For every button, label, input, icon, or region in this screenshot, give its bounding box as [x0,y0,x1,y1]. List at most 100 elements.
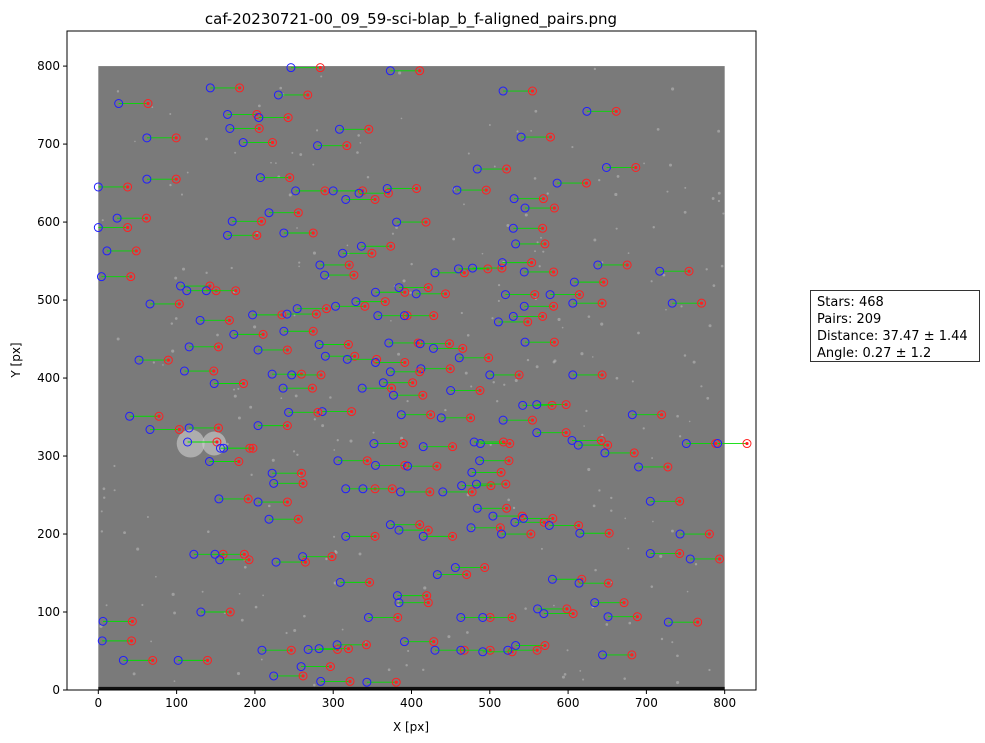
source-star-marker [195,315,205,325]
target-star-dot [418,69,422,73]
target-star-dot [352,273,356,277]
noise-speck [230,266,233,270]
noise-speck [237,387,240,390]
source-star-marker [253,497,263,507]
noise-speck [312,163,315,166]
target-star-marker [486,481,496,491]
target-star-dot [241,381,246,386]
source-star-marker [292,304,302,314]
target-star-marker [495,523,505,533]
target-star-dot [478,388,482,393]
source-star-marker [392,591,402,601]
noise-speck [291,151,294,154]
noise-speck [292,450,296,453]
source-star-marker [600,448,610,458]
chart-title: caf-20230721-00_09_59-sci-blap_b_f-align… [205,10,617,29]
target-star-marker [538,223,548,233]
target-star-marker [171,174,181,184]
target-star-dot [367,580,372,584]
x-tick-label: 0 [94,696,102,710]
source-star-marker [384,338,394,348]
noise-speck [298,265,300,268]
source-star-marker [102,246,112,256]
source-star-marker [430,645,440,655]
noise-speck [333,449,336,451]
target-star-marker [715,554,725,564]
target-star-marker [347,407,357,417]
noise-speck [296,227,298,229]
target-star-dot [530,418,535,422]
source-star-marker [471,479,481,489]
target-star-marker [684,266,694,276]
noise-speck [652,226,655,229]
target-star-dot [699,301,704,305]
source-star-marker [179,366,189,376]
target-star-dot [126,225,130,230]
target-star-dot [314,312,318,316]
source-star-marker [573,440,583,450]
target-star-dot [530,89,535,93]
target-star-marker [527,258,537,268]
source-star-marker [356,241,366,251]
target-star-dot [607,531,611,535]
noise-speck [249,405,253,409]
noise-speck [372,431,375,434]
source-star-marker [645,496,655,506]
target-star-dot [303,560,307,564]
target-star-marker [504,456,514,466]
noise-speck [587,467,591,472]
y-tick-label: 300 [37,449,60,463]
target-star-marker [298,478,308,488]
noise-speck [722,212,725,215]
source-star-marker [466,523,476,533]
noise-speck [492,381,495,384]
target-star-dot [424,220,428,224]
target-star-marker [611,106,621,116]
target-star-dot [714,441,718,446]
y-tick-label: 700 [37,137,60,151]
noise-speck [285,631,288,635]
target-star-dot [580,577,584,581]
noise-speck [116,90,120,93]
target-star-dot [389,386,394,390]
target-star-dot [696,620,700,624]
target-star-marker [561,400,571,410]
source-star-marker [713,439,723,449]
noise-speck [294,394,298,398]
noise-speck [341,628,344,631]
noise-speck [678,435,682,438]
source-star-marker [475,439,485,449]
noise-speck [631,380,634,383]
pairs-layer [93,63,752,687]
source-star-marker [497,529,507,539]
y-tick-label: 400 [37,371,60,385]
source-star-marker [432,570,442,580]
noise-speck [398,71,402,75]
target-star-dot [310,386,315,390]
target-star-dot [435,464,439,468]
target-star-dot [530,261,534,265]
target-star-marker [538,311,548,321]
noise-speck [643,162,645,165]
target-star-marker [603,578,613,588]
noise-speck [409,291,412,295]
target-star-dot [166,358,170,362]
source-star-marker [503,645,513,655]
source-star-marker [314,644,324,654]
target-star-dot [484,188,488,192]
target-star-dot [678,551,682,556]
source-star-marker [279,326,289,336]
target-star-marker [418,390,428,400]
noise-speck [422,668,425,672]
target-star-dot [296,211,300,215]
noise-speck [299,153,303,156]
target-star-marker [349,270,359,280]
target-star-marker [697,298,707,308]
source-star-marker [568,298,578,308]
target-star-dot [157,414,161,418]
noise-speck [616,174,620,178]
source-star-marker [493,317,503,327]
source-star-marker [488,511,498,521]
noise-speck [660,637,664,641]
noise-speck [615,227,618,230]
